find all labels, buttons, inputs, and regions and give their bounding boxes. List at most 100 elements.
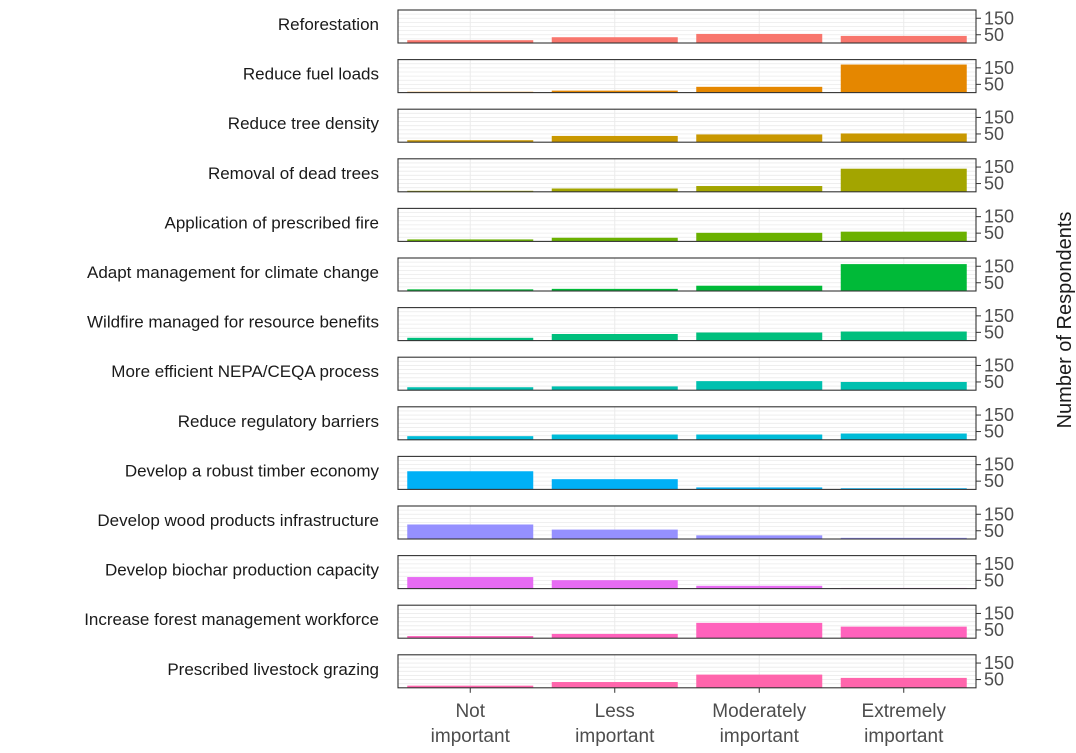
x-tick-label: important xyxy=(864,726,944,747)
bar xyxy=(407,40,534,43)
bar xyxy=(696,186,823,192)
y-tick-label: 50 xyxy=(984,124,1004,144)
panel-border xyxy=(397,207,977,242)
bar xyxy=(840,537,967,539)
bar xyxy=(407,239,534,242)
facet-label: Increase forest management workforce xyxy=(84,610,379,629)
bar xyxy=(551,37,678,43)
panel-border xyxy=(397,59,977,94)
facet-label: Reforestation xyxy=(278,15,379,34)
bar xyxy=(840,231,967,242)
bar xyxy=(840,433,967,440)
bar xyxy=(551,135,678,143)
bar xyxy=(696,487,823,490)
y-tick-label: 150 xyxy=(984,306,1014,326)
bar xyxy=(551,682,678,688)
bar xyxy=(696,434,823,440)
facet-label: Prescribed livestock grazing xyxy=(167,660,379,679)
bar xyxy=(551,288,678,291)
bar xyxy=(696,33,823,43)
bar xyxy=(840,133,967,143)
y-tick-label: 50 xyxy=(984,422,1004,442)
panel-border xyxy=(397,555,977,590)
facet-label: More efficient NEPA/CEQA process xyxy=(111,362,379,381)
panel-border xyxy=(397,505,977,540)
bar xyxy=(407,524,534,539)
y-tick-label: 150 xyxy=(984,8,1014,28)
bar xyxy=(551,90,678,93)
bar xyxy=(840,488,967,490)
y-tick-label: 50 xyxy=(984,322,1004,342)
bar xyxy=(551,479,678,490)
y-tick-label: 150 xyxy=(984,653,1014,673)
bar xyxy=(551,529,678,539)
y-tick-label: 150 xyxy=(984,603,1014,623)
bar xyxy=(696,622,823,639)
y-tick-label: 50 xyxy=(984,223,1004,243)
bar xyxy=(407,577,534,589)
bar xyxy=(840,381,967,391)
bar xyxy=(840,264,967,291)
bar xyxy=(696,134,823,143)
bar xyxy=(407,337,534,341)
x-tick-label: Moderately xyxy=(712,701,806,722)
y-tick-label: 50 xyxy=(984,174,1004,194)
bar xyxy=(551,580,678,589)
bar xyxy=(696,332,823,341)
facet-label: Adapt management for climate change xyxy=(87,263,379,282)
bar xyxy=(840,168,967,192)
bar xyxy=(696,232,823,242)
facet-label: Reduce regulatory barriers xyxy=(178,412,379,431)
bar xyxy=(407,289,534,291)
bar xyxy=(407,436,534,440)
bar xyxy=(840,331,967,341)
x-tick-label: Not xyxy=(455,701,485,722)
bar xyxy=(551,434,678,440)
y-tick-label: 50 xyxy=(984,273,1004,293)
bar xyxy=(551,386,678,391)
facet-label: Develop wood products infrastructure xyxy=(97,511,379,530)
y-tick-label: 150 xyxy=(984,58,1014,78)
x-tick-label: important xyxy=(575,726,655,747)
bar xyxy=(840,626,967,639)
bar xyxy=(840,677,967,688)
y-tick-label: 150 xyxy=(984,256,1014,276)
y-tick-label: 150 xyxy=(984,405,1014,425)
facet-label: Reduce tree density xyxy=(228,114,380,133)
bar xyxy=(840,64,967,93)
y-tick-label: 150 xyxy=(984,455,1014,475)
bar xyxy=(407,636,534,639)
bar xyxy=(407,471,534,490)
bar xyxy=(696,86,823,93)
panel-border xyxy=(397,654,977,689)
facet-label: Application of prescribed fire xyxy=(164,213,379,232)
y-tick-label: 150 xyxy=(984,157,1014,177)
x-tick-label: important xyxy=(720,726,800,747)
facet-label: Wildfire managed for resource benefits xyxy=(87,313,379,332)
x-tick-label: Extremely xyxy=(862,701,947,722)
panel-border xyxy=(397,108,977,143)
facet-label: Develop a robust timber economy xyxy=(125,461,380,480)
y-tick-label: 50 xyxy=(984,570,1004,590)
bar xyxy=(407,685,534,688)
facet-label: Removal of dead trees xyxy=(208,164,379,183)
bar xyxy=(696,285,823,291)
panel-border xyxy=(397,9,977,44)
y-tick-label: 150 xyxy=(984,107,1014,127)
x-tick-label: Less xyxy=(595,701,635,722)
panel-border xyxy=(397,455,977,490)
y-tick-label: 50 xyxy=(984,74,1004,94)
y-tick-label: 150 xyxy=(984,207,1014,227)
y-tick-label: 150 xyxy=(984,504,1014,524)
y-tick-label: 50 xyxy=(984,620,1004,640)
panel-border xyxy=(397,158,977,193)
bar xyxy=(696,535,823,539)
bar xyxy=(551,334,678,341)
panel-border xyxy=(397,307,977,342)
x-tick-label: important xyxy=(431,726,511,747)
y-tick-label: 150 xyxy=(984,554,1014,574)
panel-border xyxy=(397,257,977,292)
facet-label: Reduce fuel loads xyxy=(243,65,379,84)
